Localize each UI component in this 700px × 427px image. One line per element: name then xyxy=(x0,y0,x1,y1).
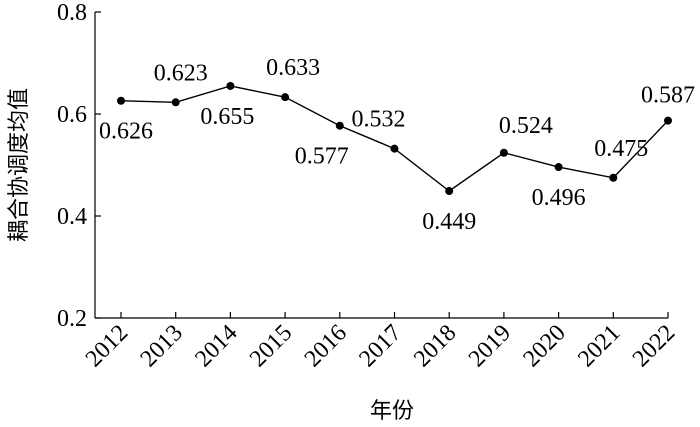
y-tick-label: 0.4 xyxy=(57,204,87,230)
data-label: 0.655 xyxy=(200,104,254,130)
data-point xyxy=(554,163,563,172)
data-label: 0.532 xyxy=(352,107,406,133)
data-point xyxy=(226,81,235,90)
x-tick-label: 2014 xyxy=(190,320,242,372)
data-point xyxy=(445,187,454,196)
data-label: 0.524 xyxy=(499,113,553,139)
data-point xyxy=(664,116,672,125)
x-tick-label: 2015 xyxy=(245,320,297,372)
data-point xyxy=(609,173,618,182)
x-tick-label: 2022 xyxy=(628,320,680,372)
data-label: 0.475 xyxy=(594,136,648,162)
series-line xyxy=(120,85,669,192)
data-label: 0.626 xyxy=(99,119,153,145)
data-label: 0.577 xyxy=(295,144,349,170)
x-tick-label: 2013 xyxy=(136,320,188,372)
x-tick-label: 2021 xyxy=(573,320,625,372)
data-label: 0.449 xyxy=(422,209,476,235)
data-point xyxy=(117,96,125,105)
y-tick-label: 0.2 xyxy=(57,306,87,332)
x-tick-label: 2019 xyxy=(464,320,516,372)
data-point xyxy=(335,121,344,130)
x-tick-label: 2018 xyxy=(409,320,461,372)
x-tick-label: 2016 xyxy=(300,320,352,372)
x-tick-label: 2017 xyxy=(354,320,406,372)
y-axis: 0.2 0.4 0.6 0.8 xyxy=(57,0,101,332)
data-label: 0.633 xyxy=(266,55,320,81)
data-point xyxy=(281,93,290,102)
x-tick-label: 2020 xyxy=(519,320,571,372)
y-tick-label: 0.8 xyxy=(57,0,87,26)
data-point xyxy=(499,148,508,157)
data-label: 0.623 xyxy=(154,60,208,86)
data-label: 0.496 xyxy=(532,185,586,211)
x-axis-title: 年份 xyxy=(370,399,414,424)
y-axis-title: 耦合协调度均值 xyxy=(7,88,32,242)
data-point xyxy=(171,98,180,107)
series-group xyxy=(117,81,672,196)
x-tick-label: 2012 xyxy=(81,320,133,372)
x-axis: 2012 2013 2014 2015 2016 2017 2018 2019 2020 2021… xyxy=(81,312,680,372)
data-point xyxy=(390,144,399,153)
data-label: 0.587 xyxy=(641,83,695,109)
y-tick-label: 0.6 xyxy=(57,102,87,128)
